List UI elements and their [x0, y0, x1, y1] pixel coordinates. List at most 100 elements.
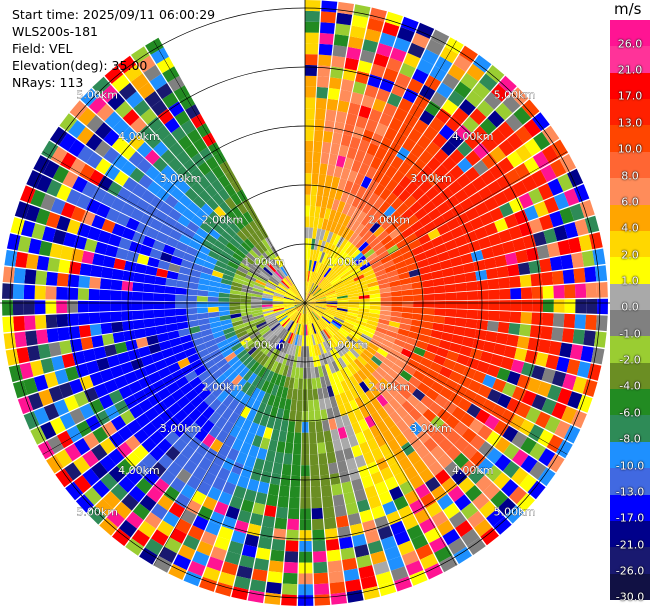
range-gate	[313, 288, 322, 297]
range-gate	[369, 293, 381, 299]
range-gate	[522, 234, 537, 249]
range-gate	[505, 114, 523, 132]
range-gate	[350, 182, 361, 196]
range-gate	[160, 469, 176, 486]
range-gate	[322, 315, 332, 323]
range-gate	[359, 49, 376, 64]
range-gate	[330, 275, 340, 284]
range-gate	[461, 443, 478, 460]
range-gate	[284, 305, 295, 310]
range-gate	[352, 126, 365, 140]
range-gate	[139, 244, 153, 257]
range-gate	[114, 341, 128, 354]
colorbar-tick: -1.0	[619, 327, 641, 341]
range-gate	[152, 240, 166, 252]
range-gate	[206, 380, 220, 393]
range-gate	[482, 341, 496, 353]
range-gate	[408, 103, 425, 119]
range-gate	[264, 315, 276, 322]
range-gate	[122, 320, 134, 331]
range-gate	[259, 414, 270, 427]
range-gate	[263, 357, 273, 369]
range-gate	[224, 183, 236, 197]
range-gate	[389, 461, 404, 476]
range-gate	[298, 573, 313, 585]
range-gate	[305, 21, 320, 33]
range-gate	[324, 517, 337, 530]
range-gate	[282, 278, 291, 288]
range-gate	[397, 221, 410, 233]
range-gate	[353, 252, 364, 262]
range-gate	[229, 293, 241, 299]
range-gate	[372, 334, 384, 344]
range-gate	[349, 523, 364, 537]
range-gate	[386, 385, 399, 398]
range-gate	[30, 426, 47, 445]
range-gate	[260, 355, 270, 367]
range-gate	[31, 223, 46, 240]
range-gate	[142, 310, 155, 319]
range-gate	[313, 344, 319, 356]
range-gate	[93, 383, 109, 398]
range-gate	[208, 425, 222, 439]
range-gate	[379, 443, 393, 457]
range-gate	[153, 309, 165, 318]
range-gate	[154, 317, 166, 327]
range-gate	[72, 176, 88, 193]
range-gate	[388, 398, 401, 411]
range-gate	[241, 544, 257, 558]
range-gate	[338, 404, 348, 417]
range-gate	[290, 399, 297, 411]
range-gate	[131, 301, 143, 311]
range-gate	[128, 151, 145, 167]
range-gate	[465, 90, 484, 108]
range-gate	[399, 387, 412, 400]
range-gate	[144, 204, 159, 218]
range-gate	[294, 298, 305, 303]
range-gate	[541, 125, 560, 145]
range-gate	[388, 320, 401, 328]
range-gate	[2, 300, 14, 316]
range-gate	[236, 230, 248, 242]
colorbar-segment	[610, 178, 650, 206]
range-gate	[66, 219, 81, 235]
range-gate	[313, 334, 318, 345]
range-gate	[399, 370, 413, 382]
range-gate	[199, 221, 213, 234]
range-gate	[56, 273, 69, 287]
range-gate	[298, 378, 303, 390]
range-gate	[283, 304, 295, 308]
range-gate	[159, 223, 173, 236]
range-gate	[383, 402, 396, 416]
range-gate	[33, 374, 49, 392]
range-gate	[380, 234, 393, 246]
range-gate	[429, 65, 447, 82]
range-gate	[476, 360, 490, 374]
range-gate	[49, 417, 66, 435]
range-gate	[376, 420, 389, 434]
range-gate	[202, 375, 215, 388]
range-gate	[268, 439, 278, 452]
range-gate	[143, 318, 156, 328]
range-gate	[487, 110, 505, 128]
range-gate	[313, 309, 323, 317]
range-gate	[316, 275, 324, 286]
range-gate	[312, 272, 318, 283]
range-gate	[121, 291, 133, 301]
range-gate	[66, 300, 78, 313]
range-gate	[334, 333, 344, 343]
range-gate	[487, 388, 502, 404]
range-gate	[222, 394, 234, 408]
range-gate	[532, 299, 543, 312]
range-gate	[401, 312, 413, 319]
range-gate	[537, 429, 554, 448]
range-gate	[149, 73, 167, 91]
range-gate	[445, 195, 460, 209]
range-ring-label: 5.00km	[76, 88, 118, 101]
range-gate	[425, 186, 439, 201]
range-gate	[531, 365, 546, 381]
range-gate	[231, 342, 243, 352]
range-gate	[452, 362, 467, 375]
range-gate	[379, 174, 392, 188]
range-gate	[510, 288, 522, 300]
